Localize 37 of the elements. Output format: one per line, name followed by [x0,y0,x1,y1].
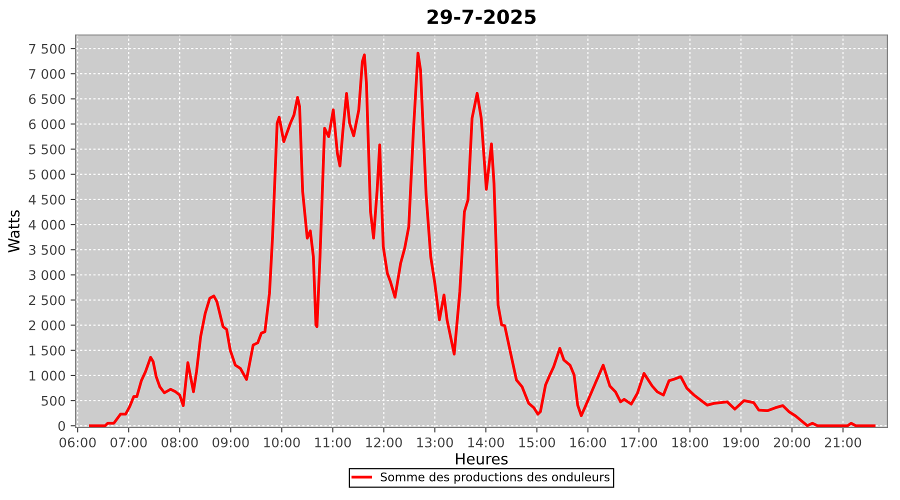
x-tick-label: 15:00 [519,437,555,448]
x-tick-label: 13:00 [417,437,453,448]
y-tick-label: 2 000 [29,320,65,330]
x-tick-label: 07:00 [110,437,147,448]
y-tick-label: 2 500 [29,295,65,306]
y-tick-label: 500 [42,396,65,406]
y-tick-label: 6 500 [29,94,65,104]
y-axis-title: Watts [8,210,20,252]
y-tick-label: 4 500 [28,194,65,205]
legend-label: Somme des productions des onduleurs [380,472,610,484]
x-tick-label: 21:00 [824,437,862,448]
y-tick-label: 0 [58,420,65,431]
line-series [89,52,876,428]
y-tick-label: 7 500 [29,44,65,54]
x-tick-label: 14:00 [468,437,504,448]
y-tick-label: 5 000 [29,170,65,180]
y-tick-label: 5 500 [29,144,65,154]
x-tick-label: 20:00 [774,437,810,448]
chart-title: 29-7-2025 [428,9,536,24]
x-tick-label: 19:00 [723,437,760,448]
x-tick-label: 08:00 [162,437,198,448]
x-axis-title: Heures [456,453,508,465]
x-tick-label: 06:00 [60,437,96,448]
x-tick-label: 10:00 [264,437,300,448]
x-tick-label: 09:00 [212,437,249,448]
x-tick-label: 17:00 [621,437,658,448]
x-tick-label: 12:00 [366,437,402,448]
x-tick-label: 16:00 [570,437,606,448]
x-tick-label: 11:00 [315,437,351,448]
y-tick-label: 1 500 [30,346,65,356]
y-tick-label: 7 000 [29,68,65,79]
y-tick-label: 6 000 [29,119,65,130]
x-tick-label: 18:00 [672,437,708,448]
y-tick-label: 1 000 [30,370,65,381]
y-tick-label: 3 000 [29,270,65,280]
y-tick-label: 3 500 [29,244,65,255]
y-tick-label: 4 000 [28,220,65,230]
